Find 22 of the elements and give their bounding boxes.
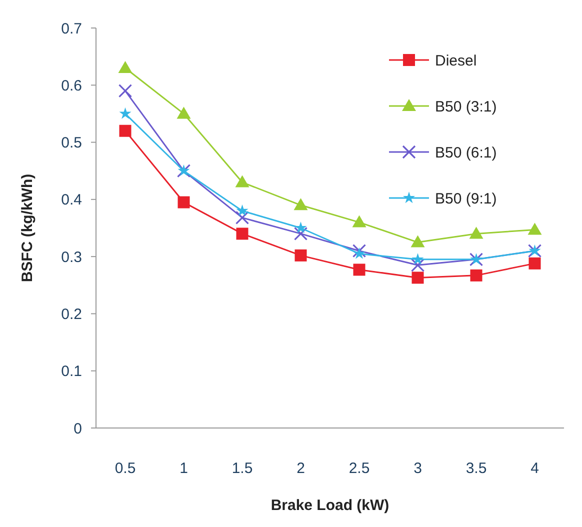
- y-tick-label: 0.5: [61, 134, 82, 152]
- x-tick-label: 3.5: [466, 460, 487, 477]
- x-tick-label: 4: [530, 460, 539, 477]
- y-axis-title: BSFC (kg/kWh): [19, 174, 36, 282]
- legend-label: B50 (9:1): [435, 190, 497, 208]
- legend-label: Diesel: [435, 52, 477, 70]
- x-tick-label: 1.5: [232, 460, 253, 477]
- y-tick-label: 0.3: [61, 248, 82, 266]
- y-tick-label: 0.7: [61, 20, 82, 38]
- y-tick-label: 0.2: [61, 306, 82, 323]
- x-tick-label: 2.5: [348, 460, 370, 477]
- legend-label: B50 (3:1): [435, 98, 497, 116]
- x-tick-label: 0.5: [114, 460, 136, 477]
- x-axis-title: Brake Load (kW): [270, 497, 390, 514]
- y-tick-label: 0.6: [61, 77, 82, 94]
- x-tick-label: 3: [414, 460, 422, 477]
- x-tick-label: 2: [296, 460, 305, 477]
- y-tick-label: 0: [74, 420, 82, 438]
- y-tick-label: 0.4: [61, 192, 82, 209]
- x-tick-label: 1: [180, 460, 188, 477]
- y-tick-label: 0.1: [61, 363, 82, 380]
- legend-label: B50 (6:1): [435, 144, 497, 162]
